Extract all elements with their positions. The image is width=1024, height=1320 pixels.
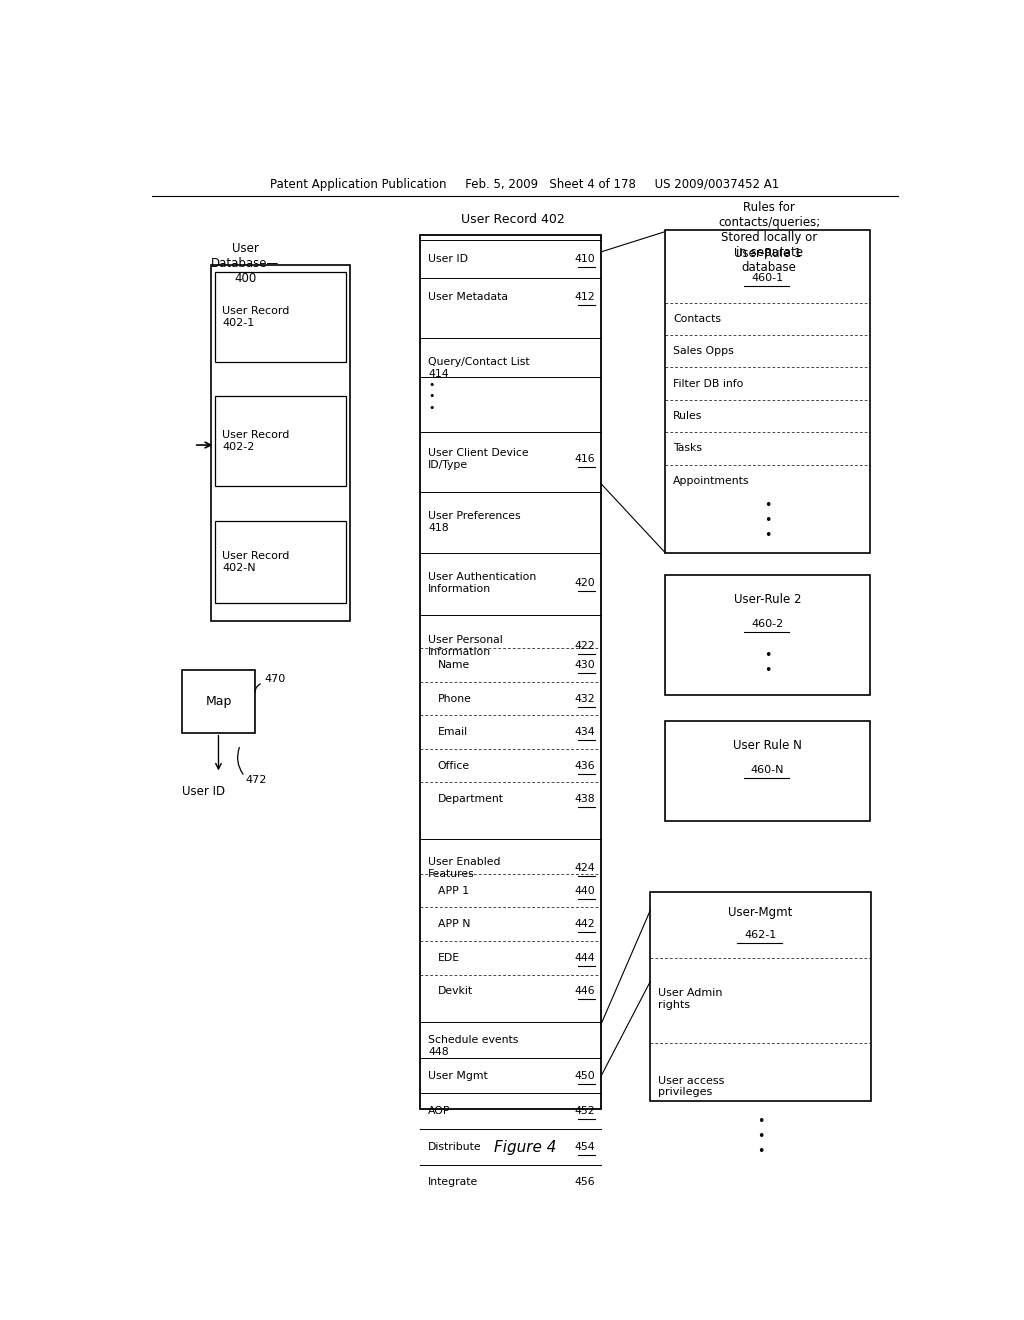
Text: Name: Name [437,660,470,671]
Text: User ID: User ID [182,785,225,799]
Text: 416: 416 [574,454,595,465]
Text: 430: 430 [574,660,595,671]
Text: 436: 436 [574,760,595,771]
Text: Email: Email [437,727,468,737]
FancyBboxPatch shape [211,265,350,620]
FancyBboxPatch shape [666,230,870,553]
Text: •
•
•: • • • [428,380,434,413]
Text: Tasks: Tasks [673,444,702,453]
FancyBboxPatch shape [650,892,870,1101]
Text: User Record
402-N: User Record 402-N [222,552,290,573]
Text: EDE: EDE [437,953,460,962]
Text: 462-1: 462-1 [744,929,776,940]
Text: User Personal
Information: User Personal Information [428,635,503,656]
FancyBboxPatch shape [215,521,346,602]
Text: 472: 472 [246,775,267,785]
Text: 442: 442 [574,919,595,929]
Text: Distribute: Distribute [428,1142,481,1152]
Text: 446: 446 [574,986,595,997]
Text: 420: 420 [574,578,595,589]
Text: User Metadata: User Metadata [428,292,508,302]
Text: User Record
402-1: User Record 402-1 [222,306,290,327]
FancyBboxPatch shape [666,576,870,696]
Text: User Authentication
Information: User Authentication Information [428,573,537,594]
Text: 452: 452 [574,1106,595,1117]
Text: User Mgmt: User Mgmt [428,1071,487,1081]
Text: Office: Office [437,760,470,771]
FancyBboxPatch shape [666,722,870,821]
Text: Rules for
contacts/queries;
Stored locally or
in separate
database: Rules for contacts/queries; Stored local… [718,201,820,275]
FancyBboxPatch shape [420,235,601,1109]
Text: Patent Application Publication     Feb. 5, 2009   Sheet 4 of 178     US 2009/003: Patent Application Publication Feb. 5, 2… [270,178,779,191]
Text: User Rule N: User Rule N [733,739,802,752]
Text: User Record 402: User Record 402 [461,213,565,226]
Text: User-Rule 2: User-Rule 2 [734,593,802,606]
Text: Rules: Rules [673,411,702,421]
Text: 440: 440 [574,886,595,896]
Text: Appointments: Appointments [673,475,750,486]
Text: User-Mgmt: User-Mgmt [728,906,793,919]
Text: Filter DB info: Filter DB info [673,379,743,388]
Text: APP N: APP N [437,919,470,929]
Text: 470: 470 [264,673,286,684]
Text: 438: 438 [574,795,595,804]
Text: User Record
402-2: User Record 402-2 [222,430,290,451]
Text: 454: 454 [574,1142,595,1152]
Text: 432: 432 [574,693,595,704]
Text: •
•
•: • • • [764,499,771,541]
Text: Sales Opps: Sales Opps [673,346,734,356]
FancyBboxPatch shape [182,669,255,733]
Text: Query/Contact List
414: Query/Contact List 414 [428,358,529,379]
Text: 412: 412 [574,292,595,302]
Text: User Enabled
Features: User Enabled Features [428,857,501,879]
Text: •
•
•: • • • [757,1114,764,1158]
Text: Map: Map [205,694,231,708]
Text: 422: 422 [574,640,595,651]
Text: AOP: AOP [428,1106,451,1117]
Text: User Client Device
ID/Type: User Client Device ID/Type [428,449,528,470]
Text: 450: 450 [574,1071,595,1081]
Text: User
Database—
400: User Database— 400 [211,242,280,285]
Text: 460-1: 460-1 [752,273,783,284]
Text: 460-N: 460-N [751,766,784,775]
Text: 424: 424 [574,863,595,873]
Text: User ID: User ID [428,253,468,264]
Text: User Admin
rights: User Admin rights [658,989,723,1010]
Text: Integrate: Integrate [428,1177,478,1188]
Text: Department: Department [437,795,504,804]
Text: Contacts: Contacts [673,314,721,323]
Text: 434: 434 [574,727,595,737]
Text: 410: 410 [574,253,595,264]
Text: 456: 456 [574,1177,595,1188]
Text: 444: 444 [574,953,595,962]
FancyBboxPatch shape [215,272,346,362]
Text: 460-2: 460-2 [752,619,783,628]
Text: User Preferences
418: User Preferences 418 [428,511,520,532]
Text: Devkit: Devkit [437,986,473,997]
Text: Schedule events
448: Schedule events 448 [428,1035,518,1057]
Text: APP 1: APP 1 [437,886,469,896]
Text: Figure 4: Figure 4 [494,1140,556,1155]
Text: Phone: Phone [437,693,471,704]
Text: User-Rule 1: User-Rule 1 [734,247,802,260]
Text: User access
privileges: User access privileges [658,1076,725,1097]
Text: •
•: • • [764,648,771,677]
FancyBboxPatch shape [215,396,346,486]
